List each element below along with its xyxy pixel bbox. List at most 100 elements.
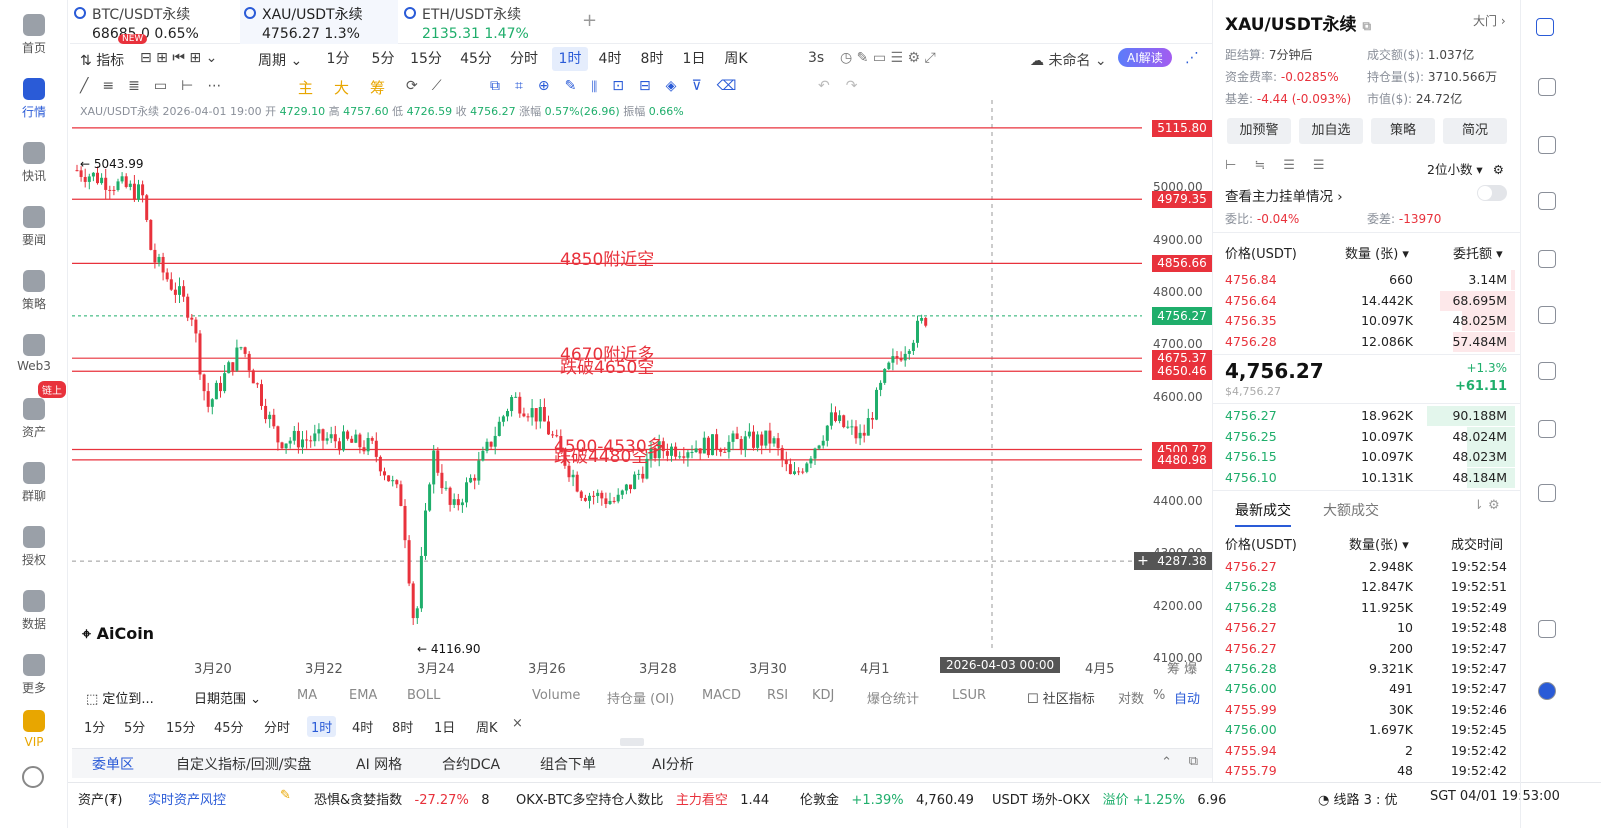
tab-large-trades[interactable]: 大额成交 (1323, 503, 1379, 519)
period-5[interactable]: 1时 (552, 47, 588, 71)
risk-control-link[interactable]: 实时资产风控 (148, 793, 227, 808)
toolbar-icons[interactable]: ◷ ✎ ▭ ☰ ⚙ ⤢ (840, 50, 936, 66)
market-switch[interactable]: 大门 › (1473, 14, 1506, 28)
list-icon[interactable] (1538, 136, 1556, 154)
orderbook-row[interactable]: 4756.15 10.097K 48.023M (1213, 447, 1521, 467)
draw-main-label[interactable]: 主 (298, 79, 314, 97)
etf-icon[interactable] (1538, 362, 1556, 380)
bottom-period-5[interactable]: 1时 (307, 716, 337, 737)
bot-icon[interactable] (1538, 420, 1556, 438)
period-0[interactable]: 1分 (326, 51, 350, 67)
rail-item-11[interactable]: VIP (0, 710, 68, 749)
document-icon[interactable] (1538, 78, 1556, 96)
chart-bars-icon[interactable] (1538, 192, 1556, 210)
draw-big-label[interactable]: 大 (334, 79, 350, 97)
period-dropdown[interactable]: 周期 ⌄ (258, 53, 303, 69)
rail-item-7[interactable]: 群聊 (0, 462, 68, 504)
indicator-4[interactable]: 持仓量 (OI) (607, 692, 675, 707)
settings-gear-icon[interactable] (22, 766, 44, 788)
usdt-otc-ticker[interactable]: USDT 场外-OKX 溢价 +1.25% 6.96 (992, 793, 1227, 808)
level-annotation[interactable]: 4670附近多 (560, 345, 655, 366)
period-4[interactable]: 分时 (510, 51, 538, 67)
trade-qty-header[interactable]: 数量(张) ▾ (1349, 538, 1409, 553)
edit-icon[interactable]: ✎ (280, 788, 291, 803)
indicator-9[interactable]: LSUR (952, 688, 987, 703)
period-8[interactable]: 1日 (682, 51, 706, 67)
panel-resize-handle[interactable] (620, 738, 644, 746)
rail-item-9[interactable]: 数据 (0, 590, 68, 632)
period-3[interactable]: 45分 (460, 51, 492, 67)
bottom-period-0[interactable]: 1分 (84, 721, 106, 736)
panel-tab-3[interactable]: 合约DCA (442, 757, 501, 773)
rail-item-5[interactable]: Web3 (0, 334, 68, 373)
level-annotation[interactable]: 跌破4650空 (560, 358, 655, 379)
fear-greed-ticker[interactable]: 恐惧&贪婪指数 -27.27% 8 (314, 793, 490, 808)
date-range-button[interactable]: 日期范围 ⌄ (194, 692, 262, 707)
rail-item-8[interactable]: 授权 (0, 526, 68, 568)
period-7[interactable]: 8时 (640, 51, 664, 67)
indicator-7[interactable]: KDJ (812, 688, 835, 703)
decimals-dropdown[interactable]: 2位小数 ▾ ⚙ (1427, 162, 1504, 177)
bottom-period-1[interactable]: 5分 (124, 721, 146, 736)
goto-button[interactable]: ⬚ 定位到... (86, 692, 154, 707)
draw-more-tools[interactable]: ⟳⟋ (406, 78, 456, 94)
add-tab-icon[interactable]: + (582, 10, 598, 31)
level-annotation[interactable]: 跌破4480空 (554, 446, 649, 467)
draw-line-tools[interactable]: ╱≡≣▭⊢⋯ (80, 78, 236, 94)
crosshair-plus-icon[interactable]: + (1134, 552, 1152, 571)
depth-orders-link[interactable]: 查看主力挂单情况 › (1225, 189, 1343, 205)
indicator-5[interactable]: MACD (702, 688, 741, 703)
rail-item-2[interactable]: 快讯 (0, 142, 68, 184)
amount-header[interactable]: 委托额 ▾ (1453, 247, 1503, 262)
rail-item-6[interactable]: 资产 (0, 398, 68, 440)
panel-tab-4[interactable]: 组合下单 (540, 757, 596, 773)
share-icon[interactable]: ⋰ (1185, 50, 1199, 66)
orderbook-row[interactable]: 4756.35 10.097K 48.025M (1213, 311, 1521, 331)
indicator-2[interactable]: BOLL (407, 688, 441, 703)
auto-scale-toggle[interactable]: 自动 (1174, 692, 1201, 707)
bottom-period-2[interactable]: 15分 (166, 721, 196, 736)
rail-item-4[interactable]: 策略 (0, 270, 68, 312)
add-alert-button[interactable]: 加预警 (1227, 118, 1291, 144)
indicator-3[interactable]: Volume (532, 688, 581, 703)
tab-xau[interactable]: XAU/USDT永续 4756.27 1.3% (240, 0, 398, 44)
indicator-button[interactable]: ⇅ 指标 (80, 53, 125, 69)
orderbook-row[interactable]: 4756.84 660 3.14M (1213, 270, 1521, 290)
orderbook-row[interactable]: 4756.27 18.962K 90.188M (1213, 406, 1521, 426)
measure-tools[interactable]: ⧉⌗⊕✎⫴⊡⊟◈⊽⌫ (490, 78, 752, 94)
draw-chip-label[interactable]: 筹 (370, 79, 386, 97)
panel-tab-5[interactable]: AI分析 (652, 757, 694, 773)
bottom-period-8[interactable]: 1日 (434, 721, 456, 736)
asset-label[interactable]: 资产(₮) (78, 793, 123, 808)
layout-panel-icon[interactable] (1536, 18, 1554, 36)
period-2[interactable]: 15分 (410, 51, 442, 67)
strategy-button[interactable]: 策略 (1371, 118, 1435, 144)
percent-toggle[interactable]: % (1153, 688, 1166, 703)
panel-tab-2[interactable]: AI 网格 (356, 757, 403, 773)
add-watchlist-button[interactable]: 加自选 (1299, 118, 1363, 144)
panel-tab-1[interactable]: 自定义指标/回测/实盘 (176, 757, 312, 773)
indicator-8[interactable]: 爆仓统计 (867, 692, 920, 707)
orderbook-view-icons[interactable]: ⊢≒☰☰ (1225, 158, 1343, 173)
qty-header[interactable]: 数量 (张) ▾ (1345, 247, 1409, 262)
monitor-icon[interactable] (1538, 306, 1556, 324)
depth-toggle[interactable] (1477, 185, 1507, 201)
layout-name-dropdown[interactable]: ☁ 未命名 ⌄ (1030, 53, 1107, 69)
support-icon[interactable] (1538, 620, 1556, 638)
level-annotation[interactable]: 4850附近空 (560, 250, 655, 271)
popout-icon[interactable]: ⧉ (1188, 754, 1198, 769)
tab-latest-trades[interactable]: 最新成交 (1235, 500, 1291, 527)
bottom-period-4[interactable]: 分时 (264, 721, 291, 736)
layout-icons[interactable]: ⊟ ⊞ ⏮ ⊞ ⌄ (140, 50, 218, 66)
indicator-0[interactable]: MA (297, 688, 318, 703)
okx-ratio-ticker[interactable]: OKX-BTC多空持仓人数比 主力看空 1.44 (516, 793, 770, 808)
bottom-period-9[interactable]: 周K (476, 721, 498, 736)
copy-icon[interactable]: ⧉ (1362, 19, 1372, 33)
overview-button[interactable]: 简况 (1443, 118, 1507, 144)
swap-icon[interactable] (1538, 484, 1556, 502)
rail-item-0[interactable]: 首页 (0, 14, 68, 56)
network-line[interactable]: ◔ 线路 3 : 优 (1318, 793, 1398, 808)
collapse-icon[interactable]: ⌃ (1161, 755, 1172, 770)
log-scale-toggle[interactable]: 对数 (1118, 692, 1145, 707)
community-indicator[interactable]: ☐ 社区指标 (1027, 692, 1095, 707)
